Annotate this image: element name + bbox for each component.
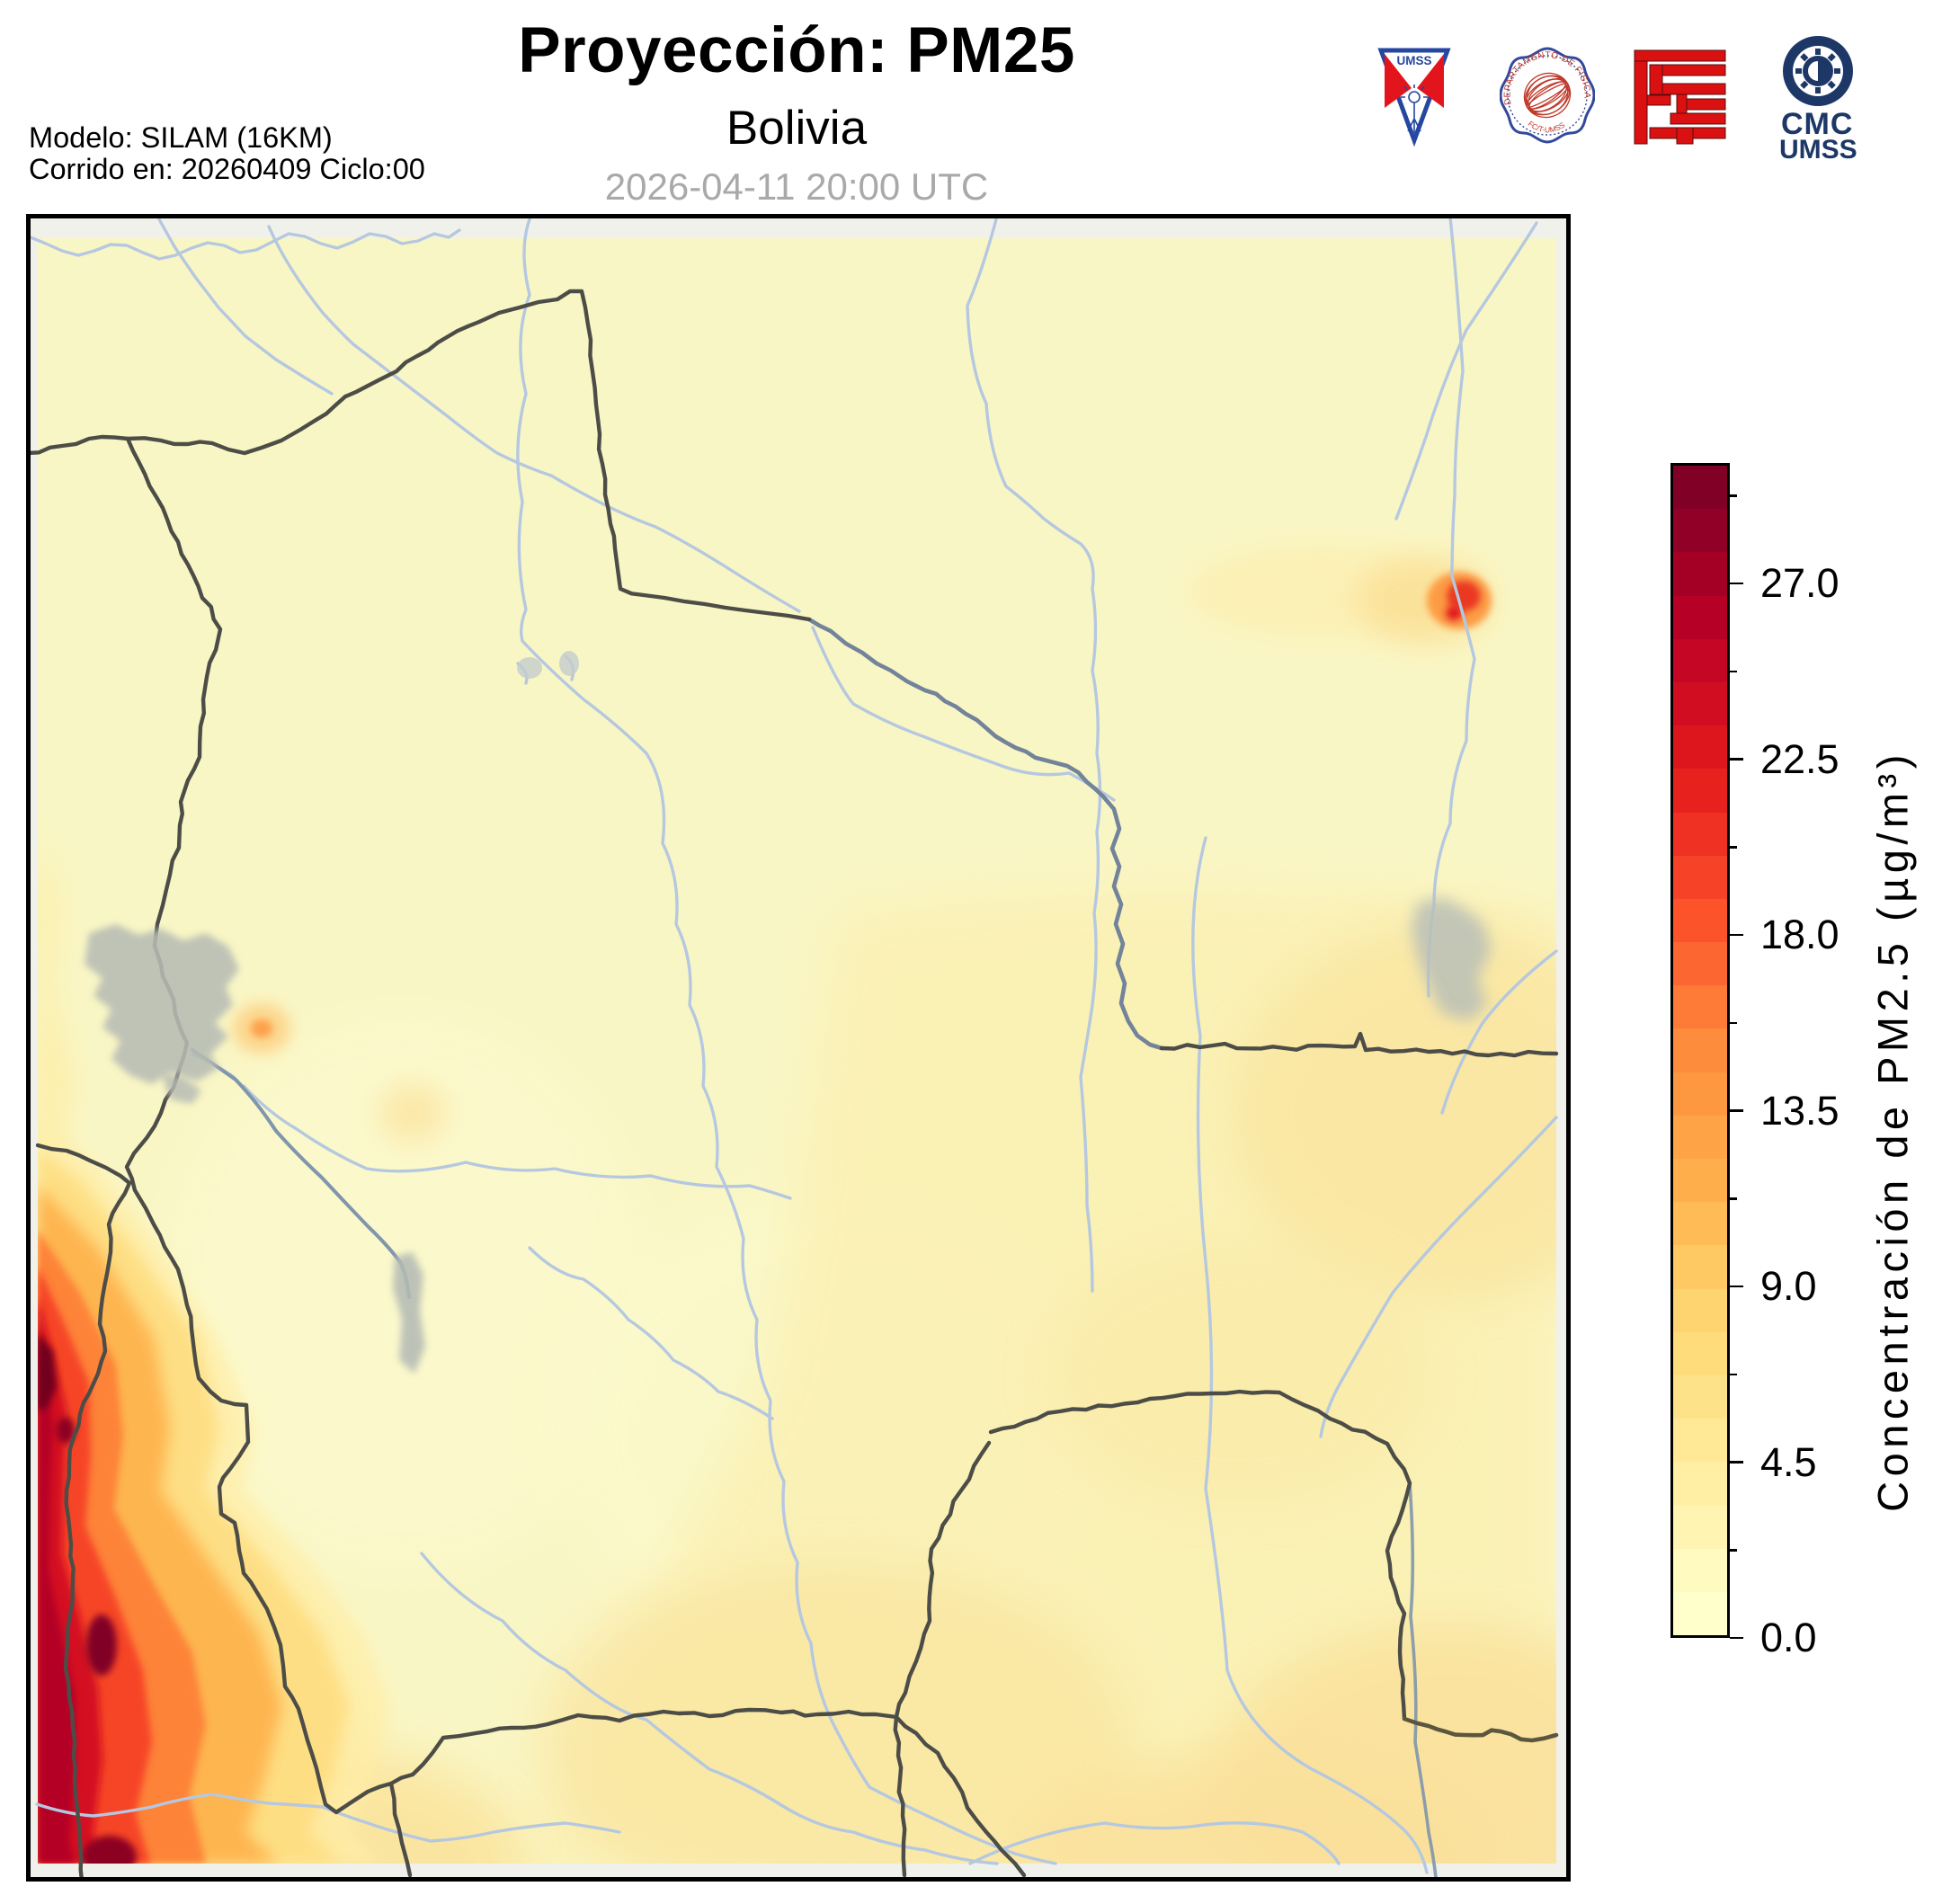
svg-text:CMC: CMC	[1781, 107, 1853, 141]
svg-text:UMSS: UMSS	[1396, 54, 1431, 67]
svg-text:UMSS: UMSS	[1779, 135, 1857, 160]
